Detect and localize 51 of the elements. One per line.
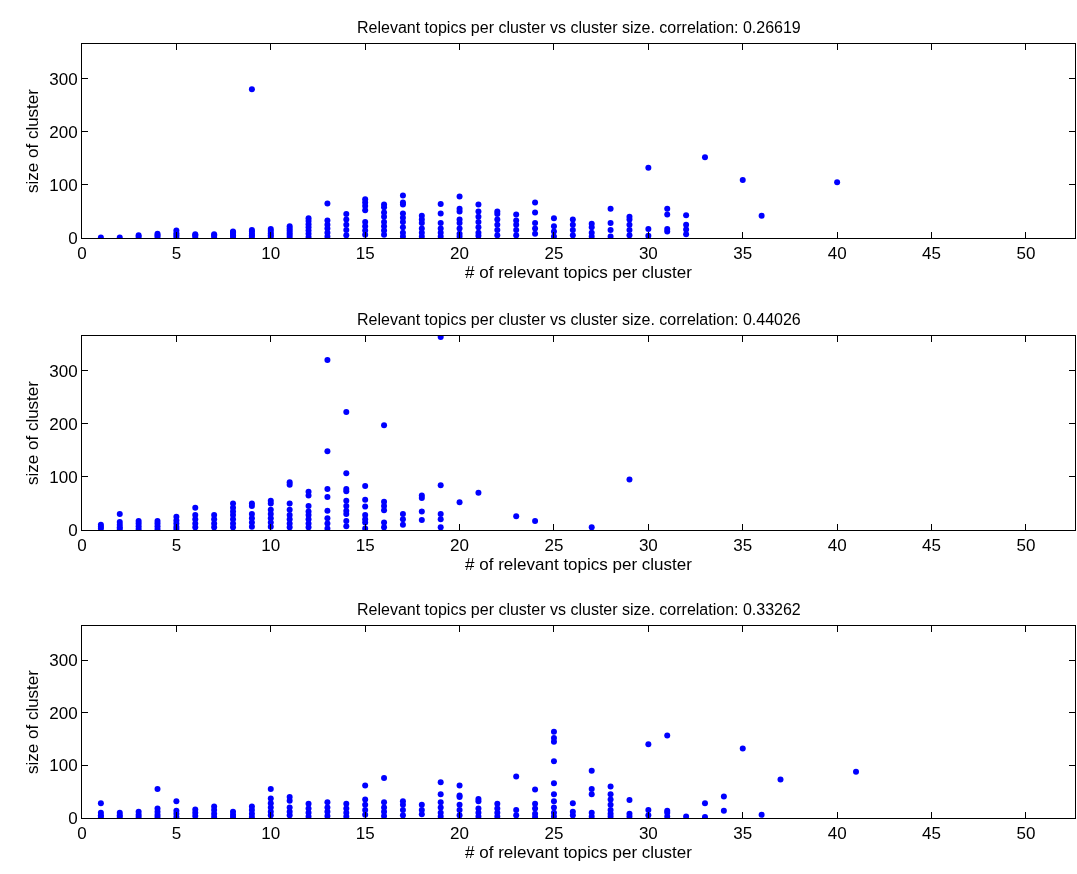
x-tick-label: 50: [1016, 536, 1036, 556]
y-tick-label: 100: [49, 467, 78, 487]
x-tick-label: 25: [544, 244, 564, 264]
x-axis-title: # of relevant topics per cluster: [465, 555, 693, 575]
x-tick-label: 50: [1016, 244, 1036, 264]
x-tick-label: 40: [827, 536, 847, 556]
x-tick-label: 10: [261, 824, 281, 844]
x-tick-label: 35: [733, 536, 753, 556]
x-tick-label: 45: [922, 536, 941, 556]
x-tick-label: 5: [171, 536, 182, 556]
x-tick-label: 30: [638, 536, 658, 556]
x-tick-label: 20: [450, 536, 470, 556]
y-axis-title: size of cluster: [22, 380, 42, 485]
x-tick-label: 5: [171, 824, 182, 844]
chart-title: Relevant topics per cluster vs cluster size. correlation: 0.26619: [357, 19, 801, 36]
y-tick-label: 100: [49, 756, 78, 776]
x-tick-label: 15: [355, 244, 375, 264]
y-tick-label: 300: [49, 69, 78, 89]
x-tick-label: 15: [355, 824, 375, 844]
y-tick-label: 200: [49, 703, 78, 723]
x-tick-label: 30: [638, 244, 658, 264]
chart-title: Relevant topics per cluster vs cluster size. correlation: 0.33262: [357, 601, 801, 618]
x-tick-label: 25: [544, 824, 564, 844]
x-tick-label: 10: [261, 536, 281, 556]
y-tick-label: 0: [68, 808, 78, 828]
y-axis-title: size of cluster: [22, 669, 42, 774]
y-tick-label: 200: [49, 414, 78, 434]
x-tick-label: 45: [922, 244, 941, 264]
x-tick-label: 40: [827, 824, 847, 844]
chart-title: Relevant topics per cluster vs cluster size. correlation: 0.44026: [357, 311, 801, 328]
y-axis-title: size of cluster: [22, 88, 42, 193]
x-tick-label: 5: [171, 244, 182, 264]
x-tick-label: 25: [544, 536, 564, 556]
y-tick-label: 300: [49, 651, 78, 671]
y-tick-label: 200: [49, 122, 78, 142]
x-tick-label: 35: [733, 244, 753, 264]
x-tick-label: 30: [638, 824, 658, 844]
x-tick-label: 45: [922, 824, 941, 844]
y-tick-label: 0: [68, 520, 78, 540]
x-tick-label: 40: [827, 244, 847, 264]
y-tick-label: 0: [68, 228, 78, 248]
x-tick-label: 20: [450, 244, 470, 264]
x-tick-label: 50: [1016, 824, 1036, 844]
x-tick-label: 35: [733, 824, 753, 844]
y-tick-label: 100: [49, 175, 78, 195]
x-tick-label: 15: [355, 536, 375, 556]
x-tick-label: 10: [261, 244, 281, 264]
x-axis-title: # of relevant topics per cluster: [465, 843, 693, 863]
x-axis-title: # of relevant topics per cluster: [465, 263, 693, 283]
x-tick-label: 20: [450, 824, 470, 844]
y-tick-label: 300: [49, 361, 78, 381]
